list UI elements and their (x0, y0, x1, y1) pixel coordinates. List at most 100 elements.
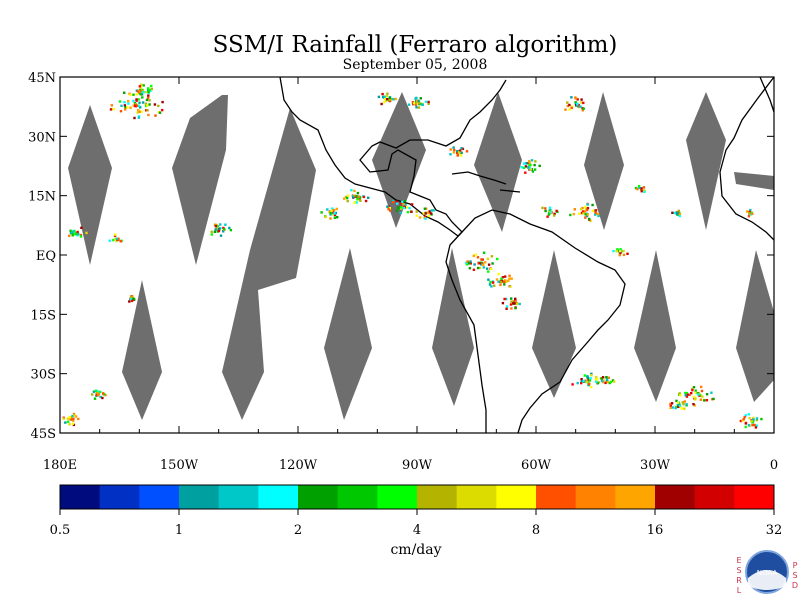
rain-pixel (510, 277, 513, 280)
rain-pixel (601, 376, 605, 379)
rain-pixel (140, 110, 143, 113)
coastline-north-america (279, 76, 507, 237)
rain-pixel (579, 105, 582, 108)
rain-pixel (490, 255, 494, 258)
rain-pixel (228, 226, 231, 230)
rain-pixel (123, 104, 127, 107)
rain-pixel (331, 211, 335, 214)
colorbar-ticks: 0.5 1 2 4 8 16 32 (50, 509, 783, 538)
rain-pixel (68, 234, 71, 237)
rain-pixel (510, 307, 513, 310)
rain-pixel (410, 210, 413, 213)
rain-pixel (678, 392, 681, 395)
rain-pixel (503, 283, 506, 286)
rain-pixel (582, 107, 585, 110)
rain-pixel (146, 104, 149, 107)
rain-pixel (158, 111, 162, 114)
colorbar-cell (456, 485, 497, 509)
rain-pixel (458, 149, 462, 152)
rain-pixel (408, 206, 411, 210)
rain-pixel (485, 267, 489, 270)
rain-pixel (613, 380, 616, 383)
noaa-logo-wave-icon (748, 570, 786, 590)
rain-pixel (669, 402, 672, 406)
rain-pixel (580, 379, 583, 383)
rain-pixel (566, 101, 569, 104)
rain-pixel (71, 422, 75, 425)
rain-pixel (760, 417, 763, 421)
rain-pixel (126, 106, 129, 109)
esrl-letter: E (736, 556, 741, 565)
rain-pixel (580, 98, 583, 101)
rain-pixel (570, 96, 573, 99)
lon-tick-label: 90W (402, 458, 433, 473)
rain-pixel (605, 377, 609, 381)
rain-pixel (147, 96, 150, 99)
rain-pixel (124, 108, 127, 111)
rain-pixel (356, 198, 359, 201)
rain-pixel (424, 212, 427, 215)
colorbar-cell (179, 485, 220, 509)
rain-pixel (148, 103, 151, 106)
colorbar-cell (139, 485, 180, 509)
rain-pixel (359, 199, 362, 202)
rain-pixel (619, 248, 622, 251)
rain-pixel (326, 208, 329, 211)
rain-pixel (79, 235, 83, 238)
colorbar-cell (298, 485, 339, 509)
rain-pixel (72, 423, 76, 427)
rain-pixel (676, 401, 680, 404)
rain-pixel (682, 403, 685, 406)
rain-pixel (68, 423, 71, 426)
lon-tick-label: 150W (160, 458, 199, 473)
rain-pixel (636, 187, 639, 191)
rain-pixel (548, 206, 552, 209)
rain-pixel (571, 383, 574, 386)
rain-pixel (144, 102, 148, 105)
rain-pixel (482, 263, 485, 266)
rain-pixel (137, 115, 141, 118)
rain-pixel (480, 261, 483, 264)
rain-pixel (643, 189, 646, 192)
lon-tick-label: 30W (640, 458, 671, 473)
rain-pixel (579, 207, 583, 211)
rain-pixel (510, 297, 513, 300)
figure-title: SSM/I Rainfall (Ferraro algorithm) (213, 32, 618, 58)
rain-pixel (386, 92, 389, 95)
psd-letter: P (793, 561, 798, 570)
rain-pixel (684, 391, 687, 395)
rain-pixel (112, 108, 115, 111)
rain-pixel (66, 420, 70, 423)
rain-pixel (574, 101, 577, 104)
rain-pixel (474, 253, 477, 256)
rain-pixel (385, 94, 389, 98)
rain-pixel (130, 299, 134, 303)
rain-pixel (145, 98, 149, 102)
rain-pixel (490, 267, 493, 271)
rain-pixel (584, 207, 588, 210)
rain-patches (62, 83, 763, 429)
rain-pixel (417, 99, 420, 103)
no-data-swath (122, 280, 162, 420)
rain-pixel (131, 295, 134, 298)
rain-pixel (135, 93, 139, 96)
colorbar-tick-label: 2 (294, 523, 302, 538)
colorbar-tick-label: 16 (647, 523, 664, 538)
colorbar-tick-label: 32 (766, 523, 783, 538)
rain-pixel (424, 100, 428, 103)
rain-pixel (749, 213, 752, 216)
colorbar-cell (99, 485, 140, 509)
no-data-swath (584, 92, 624, 230)
rain-pixel (524, 165, 528, 168)
latitude-axis: 45N 30N 15N EQ 15S 30S 45S (28, 71, 774, 442)
rain-pixel (572, 212, 575, 216)
rain-pixel (219, 223, 222, 226)
rain-pixel (618, 253, 621, 257)
rain-pixel (148, 88, 151, 92)
rain-pixel (108, 239, 111, 242)
coastlines (279, 76, 775, 434)
rain-pixel (669, 406, 672, 410)
rain-pixel (346, 199, 349, 203)
rain-pixel (395, 200, 399, 203)
rain-pixel (135, 98, 138, 101)
